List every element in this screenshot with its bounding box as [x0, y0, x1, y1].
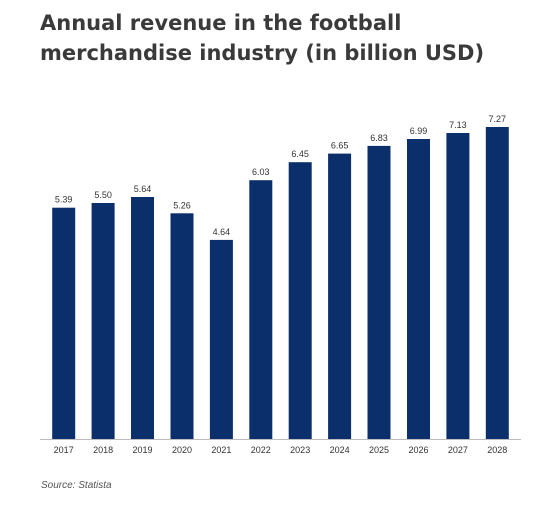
bar-2021: [209, 239, 233, 439]
bar-2024: [328, 153, 352, 439]
value-label-2026: 6.99: [410, 126, 428, 136]
x-tick-label-2019: 2019: [132, 445, 152, 455]
source-note: Source: Statista: [41, 480, 112, 491]
value-label-2028: 7.27: [489, 114, 507, 124]
value-label-2017: 5.39: [55, 195, 73, 205]
chart-title: Annual revenue in the football merchandi…: [40, 11, 485, 65]
bar-2025: [367, 145, 391, 439]
x-tick-label-2023: 2023: [290, 445, 310, 455]
x-tick-labels-group: 2017 2018 2019 2020 2021 2022 2023 2024 2025 2026…: [54, 445, 508, 455]
value-label-2023: 6.45: [291, 149, 309, 159]
bar-2026: [407, 139, 430, 439]
value-label-2021: 4.64: [213, 227, 231, 237]
x-tick-label-2027: 2027: [448, 445, 468, 455]
x-tick-label-2022: 2022: [251, 445, 271, 455]
x-tick-label-2021: 2021: [211, 445, 231, 455]
value-label-2022: 6.03: [252, 167, 270, 177]
x-tick-label-2025: 2025: [369, 445, 389, 455]
bar-2023: [288, 162, 312, 439]
value-label-2019: 5.64: [134, 184, 152, 194]
x-tick-label-2017: 2017: [54, 445, 74, 455]
value-label-2018: 5.50: [94, 190, 112, 200]
bar-2019: [131, 197, 154, 439]
bar-2028: [485, 127, 509, 439]
bar-2027: [446, 133, 470, 439]
value-label-2027: 7.13: [449, 120, 467, 130]
value-label-2025: 6.83: [370, 133, 388, 143]
value-label-2020: 5.26: [173, 200, 191, 210]
bar-2017: [52, 207, 76, 439]
x-tick-label-2020: 2020: [172, 445, 192, 455]
x-tick-label-2024: 2024: [330, 445, 350, 455]
bars-group: [52, 127, 509, 439]
x-tick-label-2018: 2018: [93, 445, 113, 455]
x-tick-label-2026: 2026: [408, 445, 428, 455]
value-label-2024: 6.65: [331, 141, 349, 151]
x-tick-label-2028: 2028: [487, 445, 507, 455]
bar-2018: [91, 203, 115, 439]
value-labels-group: 5.39 5.50 5.64 5.26 4.64 6.03 6.45 6.65 6.83 6.99…: [55, 114, 506, 237]
bar-2022: [249, 180, 273, 439]
bar-2020: [170, 213, 194, 439]
